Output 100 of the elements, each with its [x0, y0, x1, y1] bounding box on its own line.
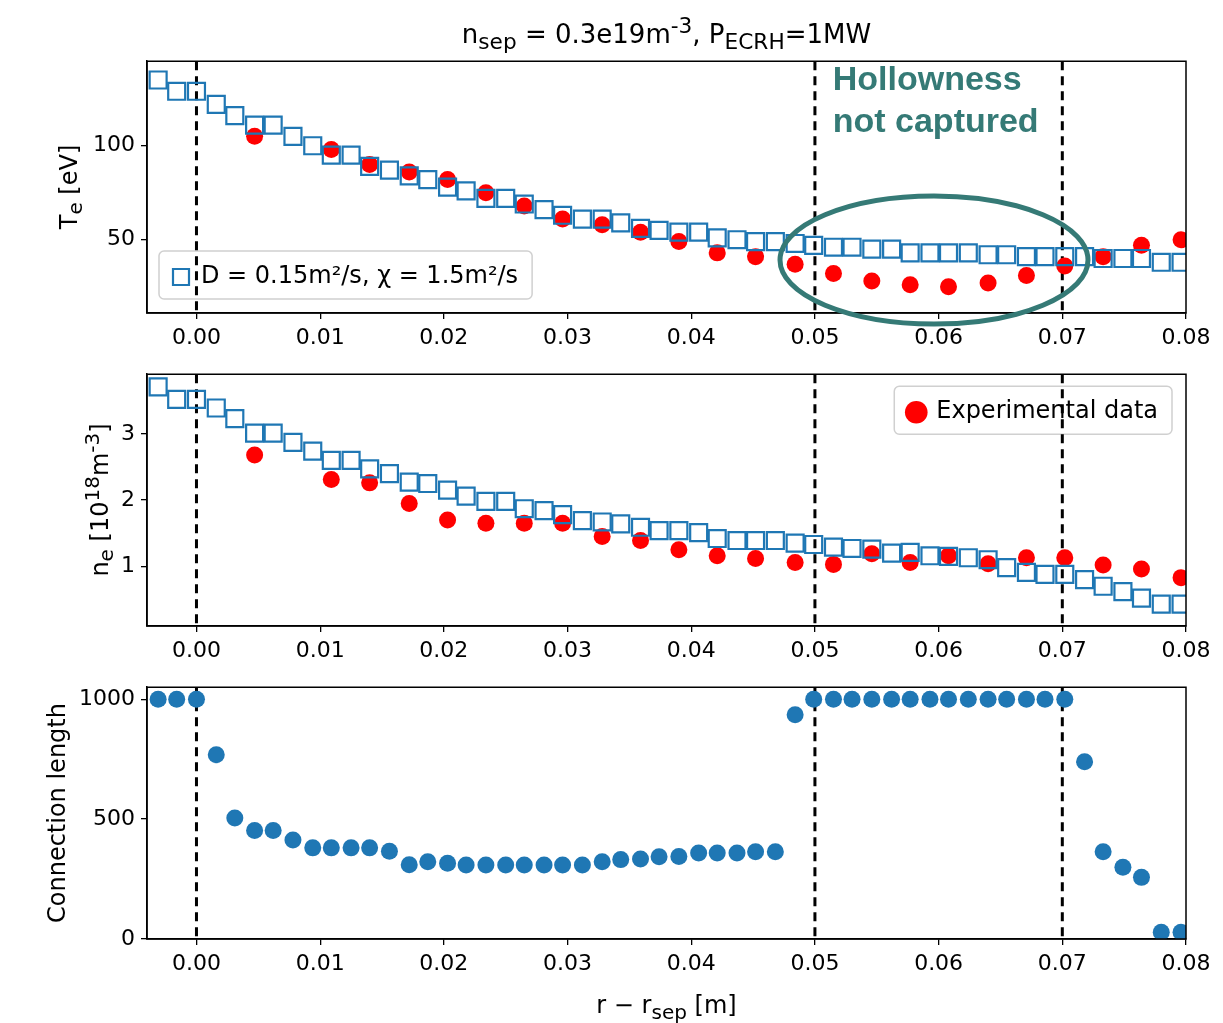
- point: [379, 160, 400, 180]
- y-tick-label: 100: [93, 131, 135, 157]
- point: [862, 239, 882, 259]
- point: [439, 854, 457, 872]
- point: [496, 491, 516, 512]
- point: [765, 232, 785, 252]
- point: [1076, 753, 1094, 771]
- point: [419, 853, 437, 871]
- legend-label: Experimental data: [936, 396, 1158, 425]
- point: [1017, 266, 1035, 284]
- point: [786, 553, 804, 571]
- point: [747, 248, 765, 266]
- point: [998, 690, 1016, 708]
- x-tick-label: 0.05: [790, 949, 840, 975]
- point: [148, 70, 168, 90]
- x-tick-label: 0.02: [419, 949, 469, 975]
- point: [1035, 247, 1055, 267]
- point: [689, 522, 709, 543]
- point: [572, 511, 592, 531]
- point: [341, 145, 361, 165]
- point: [786, 255, 804, 273]
- point: [283, 432, 303, 453]
- point: [572, 209, 592, 229]
- point: [245, 423, 265, 443]
- y-tick-label: 2: [121, 485, 135, 511]
- point: [765, 530, 785, 551]
- point: [921, 690, 939, 708]
- point: [1056, 690, 1074, 708]
- point: [707, 228, 727, 248]
- point: [322, 471, 340, 489]
- point: [823, 237, 844, 257]
- point: [862, 539, 882, 559]
- point: [785, 233, 805, 254]
- point: [689, 222, 709, 242]
- annotation: Hollowness not captured: [832, 58, 1040, 142]
- point: [901, 690, 919, 708]
- point: [1132, 868, 1150, 886]
- point: [612, 851, 630, 869]
- point: [437, 177, 458, 197]
- x-tick-label: 0.00: [171, 323, 221, 349]
- x-tick-label: 0.08: [1161, 323, 1211, 349]
- x-tick-label: 0.00: [171, 636, 221, 662]
- point: [708, 844, 726, 862]
- point: [246, 446, 264, 464]
- point: [940, 690, 958, 708]
- point: [997, 558, 1017, 578]
- point: [361, 839, 379, 857]
- point: [804, 534, 824, 555]
- x-tick-label: 0.02: [419, 323, 469, 349]
- point: [303, 441, 323, 461]
- x-tick-label: 0.07: [1037, 949, 1087, 975]
- point: [669, 521, 689, 541]
- point: [263, 115, 283, 135]
- point: [708, 547, 726, 565]
- point: [322, 839, 340, 857]
- point: [650, 848, 668, 866]
- point: [1017, 690, 1035, 708]
- y-tick-label: 1: [121, 552, 135, 578]
- point: [669, 222, 689, 242]
- point: [824, 555, 842, 573]
- point: [321, 450, 341, 470]
- point: [766, 843, 784, 861]
- x-tick-label: 0.03: [543, 323, 593, 349]
- x-tick-label: 0.05: [790, 636, 840, 662]
- point: [206, 94, 226, 115]
- x-tick-label: 0.02: [419, 636, 469, 662]
- point: [958, 548, 978, 568]
- y-tick-label: 1000: [79, 684, 135, 710]
- point: [882, 239, 902, 259]
- point: [207, 746, 225, 764]
- point: [477, 856, 495, 874]
- x-tick-label: 0.05: [790, 323, 840, 349]
- point: [786, 706, 804, 724]
- point: [418, 170, 438, 190]
- point: [707, 528, 727, 549]
- point: [554, 856, 572, 874]
- point: [1132, 560, 1150, 578]
- point: [514, 499, 534, 519]
- point: [477, 514, 495, 532]
- point: [1056, 549, 1074, 567]
- point: [284, 831, 302, 849]
- point: [883, 690, 901, 708]
- point: [263, 423, 283, 443]
- point: [1151, 594, 1171, 614]
- x-tick-label: 0.06: [914, 323, 964, 349]
- point: [649, 220, 669, 240]
- point: [747, 549, 765, 567]
- point: [496, 188, 516, 208]
- point: [804, 235, 824, 255]
- point: [167, 389, 187, 409]
- point: [1055, 564, 1075, 584]
- chart-title: n$_{sep}$ = 0.3e19m$^{-3}$, P$_{ECRH}$=1MW: [461, 13, 872, 55]
- point: [342, 839, 360, 857]
- point: [823, 537, 844, 557]
- x-tick-label: 0.03: [543, 636, 593, 662]
- point: [920, 546, 940, 566]
- point: [553, 205, 573, 225]
- point: [1093, 576, 1113, 596]
- point: [824, 690, 842, 708]
- x-tick-label: 0.04: [666, 636, 716, 662]
